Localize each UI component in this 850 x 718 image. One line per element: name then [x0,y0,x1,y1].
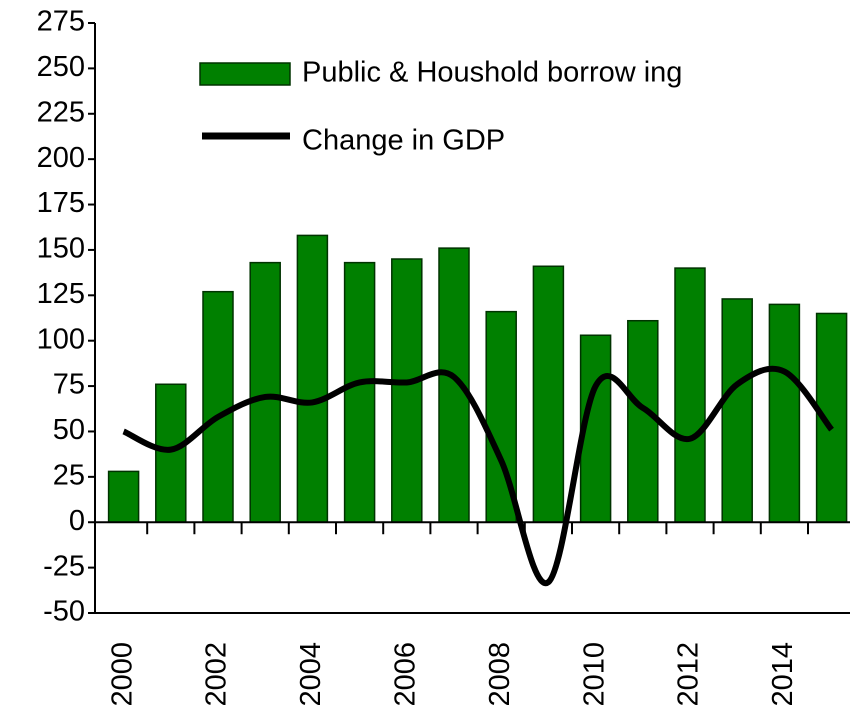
bar [391,258,423,523]
x-tick-label: 2014 [767,642,799,707]
legend-label: Public & Houshold borrow ing [302,57,682,89]
x-tick-label: 2004 [295,642,327,707]
y-tick-label: 225 [37,96,85,128]
bar [155,383,187,523]
y-tick-label: 150 [37,233,85,265]
bar [107,470,140,523]
y-tick-label: -25 [43,550,85,582]
bar [249,261,281,523]
bar [296,234,329,523]
y-tick-label: 250 [37,51,85,83]
legend-swatch [199,62,291,86]
y-tick-label: 100 [37,323,85,355]
y-tick-label: 25 [53,460,85,492]
y-tick-label: 75 [53,369,85,401]
y-tick-label: 200 [37,142,85,174]
legend-label: Change in GDP [302,125,505,157]
line [122,365,834,587]
y-tick-label: 275 [37,6,85,38]
x-tick-label: 2000 [106,642,138,707]
x-tick-label: 2008 [484,642,516,707]
y-tick-label: 0 [69,505,85,537]
y-tick-label: 125 [37,278,85,310]
bar [627,319,659,523]
bar [532,265,565,523]
bar [674,267,706,523]
x-tick-label: 2002 [201,642,233,707]
bar [768,303,801,523]
bar [202,290,234,523]
x-tick-label: 2006 [389,642,421,707]
bar [721,298,753,523]
x-tick-label: 2012 [673,642,705,707]
y-tick-label: -50 [43,596,85,628]
bar [343,261,376,523]
x-tick-label: 2010 [578,642,610,707]
y-tick-label: 50 [53,414,85,446]
y-tick-label: 175 [37,187,85,219]
